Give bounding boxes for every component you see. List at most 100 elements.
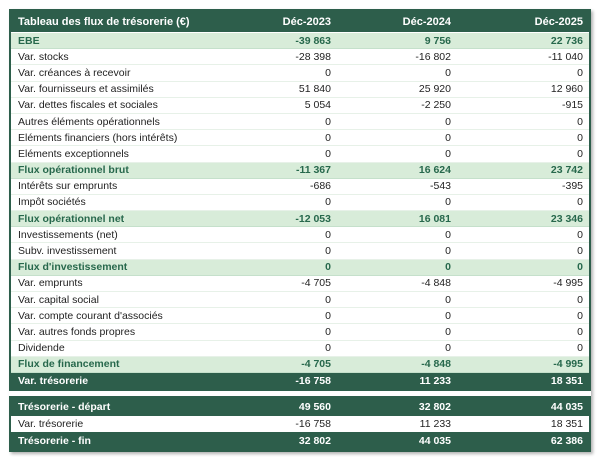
row-value: 0: [325, 245, 331, 258]
row-value: 0: [577, 147, 583, 160]
cashflow-summary-section: Trésorerie - départ 49 560 32 802 44 035 Var…: [9, 395, 591, 452]
row-value: 16 081: [418, 212, 451, 225]
table-row: Dividende 0 0 0: [11, 340, 589, 357]
row-label: Flux d'investissement: [18, 261, 128, 274]
row-value: -4 848: [421, 358, 451, 371]
row-value: 0: [445, 293, 451, 306]
row-value: 16 624: [418, 164, 451, 177]
table-row: Var. dettes fiscales et sociales 5 054 -2 …: [11, 97, 589, 114]
row-label: Subv. investissement: [18, 245, 117, 258]
table-row: Flux d'investissement 0 0 0: [11, 259, 589, 276]
row-value: -686: [309, 180, 331, 193]
row-label: Var. trésorerie: [18, 375, 89, 388]
row-value: 0: [325, 309, 331, 322]
row-label: Autres éléments opérationnels: [18, 115, 160, 128]
row-value: 11 233: [419, 375, 451, 388]
row-value: 32 802: [298, 434, 331, 447]
row-value: 0: [445, 342, 451, 355]
row-value: 49 560: [298, 400, 331, 413]
row-label: Var. fournisseurs et assimilés: [18, 83, 154, 96]
row-value: 51 840: [298, 83, 331, 96]
row-label: Var. créances à recevoir: [18, 66, 131, 79]
row-label: Impôt sociétés: [18, 196, 86, 209]
row-value: 9 756: [424, 34, 451, 47]
row-value: 0: [445, 66, 451, 79]
table-row: Var. compte courant d'associés 0 0 0: [11, 308, 589, 325]
row-label: Eléments financiers (hors intérêts): [18, 131, 178, 144]
row-label: Var. trésorerie: [18, 417, 84, 430]
summary-body: Trésorerie - départ 49 560 32 802 44 035 Var…: [11, 397, 589, 450]
row-value: 12 960: [550, 83, 583, 96]
row-value: 0: [577, 196, 583, 209]
table-body: EBE -39 863 9 756 22 736 Var. stocks -28 398 -…: [11, 33, 589, 390]
row-value: -12 053: [295, 212, 331, 225]
table-row: Subv. investissement 0 0 0: [11, 243, 589, 260]
row-value: 0: [325, 261, 331, 274]
table-row: Eléments exceptionnels 0 0 0: [11, 146, 589, 163]
row-value: 23 346: [550, 212, 583, 225]
row-label: Intérêts sur emprunts: [18, 180, 118, 193]
row-value: 0: [445, 147, 451, 160]
table-row: Var. créances à recevoir 0 0 0: [11, 65, 589, 82]
row-value: 62 386: [550, 434, 583, 447]
cashflow-table: Tableau des flux de trésorerie (€) Déc-2…: [9, 9, 591, 452]
row-label: Var. compte courant d'associés: [18, 309, 163, 322]
section-divider: [9, 391, 591, 396]
row-value: 0: [577, 245, 583, 258]
row-value: 5 054: [304, 99, 331, 112]
table-row: Var. emprunts -4 705 -4 848 -4 995: [11, 275, 589, 292]
row-value: -16 802: [415, 50, 451, 63]
row-value: -28 398: [295, 50, 331, 63]
row-value: 25 920: [418, 83, 451, 96]
row-label: EBE: [18, 34, 40, 47]
table-title: Tableau des flux de trésorerie (€): [18, 15, 190, 28]
table-row: Var. stocks -28 398 -16 802 -11 040: [11, 49, 589, 66]
table-row: Var. trésorerie -16 758 11 233 18 351: [11, 415, 589, 432]
row-label: Flux opérationnel net: [18, 212, 125, 225]
row-label: Trésorerie - fin: [18, 434, 91, 447]
row-value: -39 863: [295, 34, 331, 47]
cashflow-main-section: Tableau des flux de trésorerie (€) Déc-2…: [9, 9, 591, 392]
row-value: 0: [325, 196, 331, 209]
row-value: -2 250: [421, 99, 451, 112]
row-value: -543: [429, 180, 451, 193]
row-value: -915: [561, 99, 583, 112]
row-value: -4 995: [553, 277, 583, 290]
row-value: 0: [577, 309, 583, 322]
table-row: Var. fournisseurs et assimilés 51 840 25 9…: [11, 81, 589, 98]
table-row: Investissements (net) 0 0 0: [11, 227, 589, 244]
column-header-dec-2024: Déc-2024: [402, 15, 451, 28]
row-value: 0: [577, 228, 583, 241]
table-row: Eléments financiers (hors intérêts) 0 0 0: [11, 130, 589, 147]
row-value: -4 705: [301, 277, 331, 290]
row-label: Var. autres fonds propres: [18, 325, 136, 338]
table-row: Flux opérationnel net -12 053 16 081 23 346: [11, 211, 589, 228]
row-value: 0: [325, 115, 331, 128]
row-value: -16 758: [295, 417, 331, 430]
row-value: 0: [325, 325, 331, 338]
row-label: Trésorerie - départ: [18, 400, 111, 413]
table-row: Intérêts sur emprunts -686 -543 -395: [11, 178, 589, 195]
row-value: 0: [445, 309, 451, 322]
row-value: 0: [577, 325, 583, 338]
row-value: 0: [325, 228, 331, 241]
row-label: Dividende: [18, 342, 65, 355]
row-value: 32 802: [418, 400, 451, 413]
row-value: 0: [325, 66, 331, 79]
row-value: 0: [325, 342, 331, 355]
row-value: 0: [577, 131, 583, 144]
row-value: 0: [325, 293, 331, 306]
row-label: Flux de financement: [18, 358, 120, 371]
row-value: 11 233: [419, 417, 451, 430]
row-value: 0: [325, 147, 331, 160]
row-value: 23 742: [550, 164, 583, 177]
table-row: Autres éléments opérationnels 0 0 0: [11, 113, 589, 131]
table-row: Flux de financement -4 705 -4 848 -4 995: [11, 356, 589, 373]
row-value: 0: [577, 115, 583, 128]
row-value: -11 040: [548, 50, 583, 63]
row-value: -4 705: [301, 358, 331, 371]
table-row: Trésorerie - départ 49 560 32 802 44 035: [11, 397, 589, 416]
row-value: 0: [325, 131, 331, 144]
column-header-dec-2023: Déc-2023: [282, 15, 331, 28]
table-row: Var. autres fonds propres 0 0 0: [11, 324, 589, 341]
